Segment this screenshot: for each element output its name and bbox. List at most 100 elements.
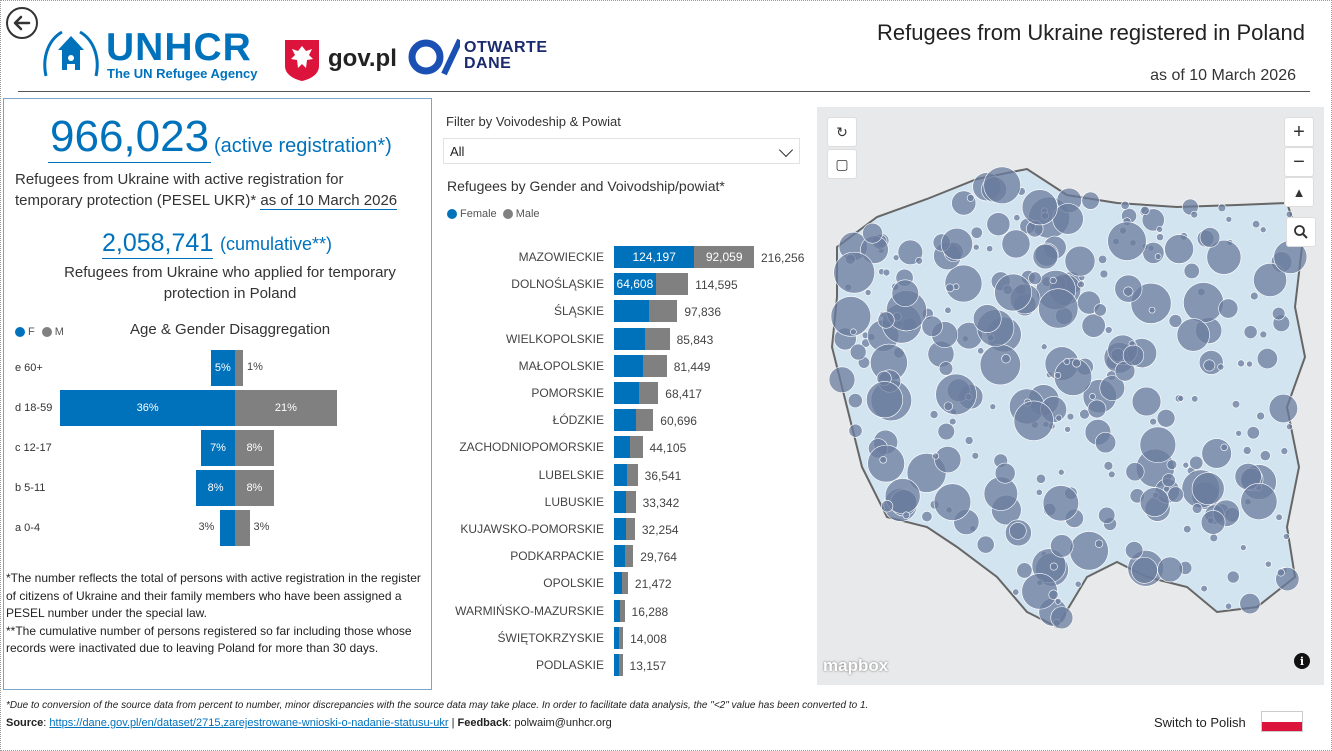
powiat-bubble[interactable] <box>1200 510 1226 535</box>
male-bar[interactable] <box>655 273 689 296</box>
female-bar[interactable] <box>614 518 626 540</box>
powiat-bubble[interactable] <box>929 410 939 419</box>
powiat-bubble[interactable] <box>972 243 980 251</box>
powiat-bubble[interactable] <box>933 483 972 521</box>
powiat-bubble[interactable] <box>976 535 995 554</box>
powiat-bubble[interactable] <box>1032 243 1059 270</box>
powiat-bubble[interactable] <box>1094 432 1117 454</box>
powiat-bubble[interactable] <box>994 462 1016 484</box>
powiat-bubble[interactable] <box>945 283 955 293</box>
powiat-bubble[interactable] <box>1156 408 1176 428</box>
male-bar[interactable] <box>638 382 659 404</box>
male-bar[interactable] <box>627 463 638 486</box>
powiat-bubble[interactable] <box>1048 589 1059 600</box>
powiat-bubble[interactable] <box>1140 205 1150 216</box>
powiat-bubble[interactable] <box>971 452 980 460</box>
powiat-bubble[interactable] <box>1035 473 1046 484</box>
powiat-bubble[interactable] <box>940 227 973 261</box>
female-bar[interactable] <box>614 626 620 649</box>
powiat-bubble[interactable] <box>1199 227 1221 248</box>
powiat-bubble[interactable] <box>1183 282 1224 323</box>
powiat-bubble[interactable] <box>1156 233 1164 241</box>
powiat-bubble[interactable] <box>1275 513 1283 521</box>
powiat-bubble[interactable] <box>1139 426 1177 464</box>
powiat-bubble[interactable] <box>977 347 985 355</box>
powiat-bubble[interactable] <box>1225 602 1232 610</box>
powiat-bubble[interactable] <box>1077 280 1085 289</box>
powiat-bubble[interactable] <box>1028 271 1042 285</box>
powiat-bubble[interactable] <box>902 511 911 520</box>
powiat-bubble[interactable] <box>1268 393 1298 424</box>
powiat-bubble[interactable] <box>1038 288 1079 329</box>
powiat-bubble[interactable] <box>1148 306 1156 314</box>
reset-view-button[interactable]: ↻ <box>827 117 857 147</box>
powiat-bubble[interactable] <box>1035 488 1043 496</box>
powiat-bubble[interactable] <box>1161 473 1176 488</box>
powiat-bubble[interactable] <box>1141 208 1165 232</box>
female-bar[interactable] <box>614 436 630 459</box>
powiat-bubble[interactable] <box>1122 344 1145 367</box>
male-age-bar[interactable] <box>235 510 250 546</box>
powiat-bubble[interactable] <box>1001 229 1031 259</box>
powiat-bubble[interactable] <box>986 212 1011 237</box>
powiat-bubble[interactable] <box>849 343 867 361</box>
powiat-bubble[interactable] <box>850 328 857 336</box>
powiat-bubble[interactable] <box>1156 226 1163 233</box>
powiat-bubble[interactable] <box>1259 330 1268 339</box>
powiat-bubble[interactable] <box>880 500 894 513</box>
powiat-bubble[interactable] <box>1064 426 1071 433</box>
voivodeship-filter-dropdown[interactable]: All <box>443 138 800 164</box>
powiat-bubble[interactable] <box>970 226 983 239</box>
powiat-bubble[interactable] <box>1009 522 1027 540</box>
powiat-bubble[interactable] <box>1074 580 1082 588</box>
male-age-bar[interactable]: 8% <box>235 430 274 466</box>
powiat-bubble[interactable] <box>1131 556 1158 584</box>
female-bar[interactable] <box>614 382 639 404</box>
powiat-bubble[interactable] <box>1167 486 1184 503</box>
powiat-bubble[interactable] <box>986 245 994 253</box>
powiat-bubble[interactable] <box>1157 556 1183 583</box>
powiat-bubble[interactable] <box>1235 429 1242 437</box>
powiat-bubble[interactable] <box>1191 395 1199 403</box>
powiat-bubble[interactable] <box>1206 239 1242 275</box>
powiat-bubble[interactable] <box>1280 447 1289 455</box>
poland-map[interactable]: ↻ ▢ + − ▲ mapbox i <box>817 107 1324 685</box>
info-icon[interactable]: i <box>1294 653 1310 669</box>
powiat-bubble[interactable] <box>921 510 933 523</box>
powiat-bubble[interactable] <box>1203 359 1216 372</box>
female-bar[interactable] <box>614 654 619 676</box>
powiat-bubble[interactable] <box>944 264 983 303</box>
male-bar[interactable] <box>625 490 636 513</box>
powiat-bubble[interactable] <box>1099 269 1109 279</box>
powiat-bubble[interactable] <box>1246 360 1253 368</box>
female-bar[interactable] <box>614 327 646 350</box>
powiat-bubble[interactable] <box>1253 263 1287 297</box>
powiat-bubble[interactable] <box>1099 375 1126 401</box>
powiat-bubble[interactable] <box>1166 459 1178 470</box>
powiat-bubble[interactable] <box>935 373 977 416</box>
powiat-bubble[interactable] <box>966 194 975 202</box>
powiat-bubble[interactable] <box>1053 357 1093 396</box>
powiat-bubble[interactable] <box>1012 588 1020 596</box>
powiat-bubble[interactable] <box>1103 461 1114 471</box>
powiat-bubble[interactable] <box>1125 541 1144 560</box>
male-age-bar[interactable]: 21% <box>235 390 337 426</box>
female-age-bar[interactable] <box>220 510 235 546</box>
male-bar[interactable]: 92,059 <box>694 246 754 268</box>
powiat-bubble[interactable] <box>1231 400 1241 409</box>
powiat-bubble[interactable] <box>1120 200 1130 210</box>
female-bar[interactable] <box>614 545 625 568</box>
back-button[interactable] <box>6 7 38 39</box>
powiat-bubble[interactable] <box>1168 314 1183 328</box>
feedback-email[interactable]: polwaim@unhcr.org <box>514 717 612 729</box>
powiat-bubble[interactable] <box>983 166 1021 204</box>
powiat-bubble[interactable] <box>879 456 887 464</box>
powiat-bubble[interactable] <box>864 289 872 296</box>
powiat-bubble[interactable] <box>884 478 921 514</box>
powiat-bubble[interactable] <box>948 417 957 426</box>
powiat-bubble[interactable] <box>1259 226 1267 234</box>
powiat-bubble[interactable] <box>1246 426 1260 440</box>
powiat-bubble[interactable] <box>932 452 940 460</box>
powiat-bubble[interactable] <box>1087 399 1107 419</box>
powiat-bubble[interactable] <box>1108 470 1116 479</box>
